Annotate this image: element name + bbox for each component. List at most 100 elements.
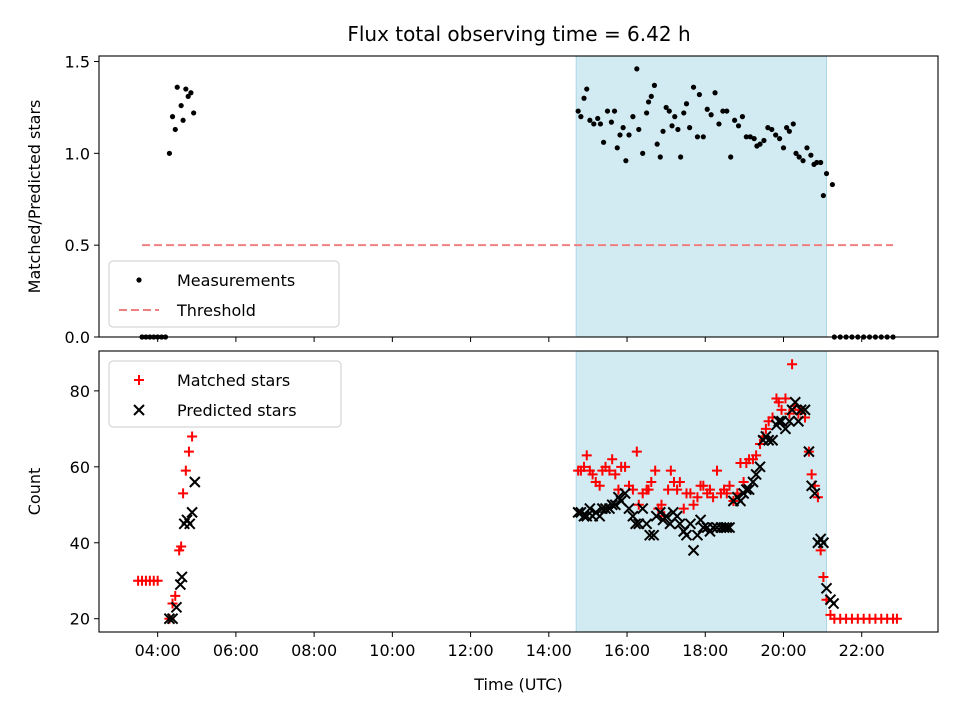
data-point [607, 454, 618, 465]
data-point [692, 492, 703, 503]
legend-label: Threshold [176, 301, 256, 320]
data-point [720, 108, 726, 114]
data-point [578, 510, 590, 522]
data-point [820, 582, 833, 595]
data-point [623, 158, 629, 164]
legend-box [108, 260, 340, 328]
x-tick-label: 08:00 [291, 641, 337, 660]
data-point [176, 571, 188, 583]
x-tick-label: 20:00 [760, 641, 806, 660]
data-point [623, 502, 635, 515]
data-point [687, 125, 693, 131]
data-point [604, 465, 615, 476]
data-point [614, 145, 620, 151]
data-point [617, 132, 623, 138]
data-point [760, 423, 771, 434]
data-point [780, 145, 787, 151]
data-point [657, 154, 663, 160]
data-point [636, 126, 642, 133]
data-point [697, 521, 710, 534]
data-point [786, 404, 798, 416]
data-point [584, 86, 590, 92]
data-point [663, 484, 674, 495]
data-point [178, 102, 184, 109]
data-point [656, 499, 667, 510]
data-point [666, 108, 672, 114]
data-point [688, 499, 699, 510]
data-point [761, 137, 767, 144]
y-tick-label: 60 [70, 458, 90, 477]
data-point [572, 506, 584, 519]
data-point [687, 544, 700, 557]
data-point [600, 139, 607, 145]
legend-marker [136, 277, 142, 283]
data-point [762, 434, 775, 446]
data-point [891, 613, 902, 624]
legend-label: Matched stars [177, 371, 290, 390]
x-tick-label: 22:00 [839, 641, 885, 660]
data-point [675, 126, 681, 133]
data-point [609, 499, 622, 511]
data-point [629, 518, 642, 530]
data-point [681, 110, 687, 116]
data-point [626, 132, 632, 138]
data-point [817, 537, 830, 549]
data-point [809, 487, 821, 500]
data-point [769, 126, 775, 133]
data-point [712, 465, 723, 476]
data-point [780, 393, 791, 404]
data-point [806, 469, 817, 480]
data-point [640, 518, 653, 530]
data-point [721, 521, 733, 534]
data-point [724, 480, 735, 491]
data-point [805, 480, 818, 492]
data-point [674, 518, 686, 530]
data-point [187, 431, 198, 442]
y-tick-label: 0.5 [65, 236, 90, 255]
data-point [645, 99, 652, 105]
data-point [766, 434, 779, 446]
data-point [599, 502, 612, 515]
data-point [595, 115, 601, 122]
data-point [694, 134, 701, 140]
data-point [751, 136, 757, 142]
data-point [823, 170, 830, 177]
data-point [185, 93, 191, 100]
data-point [747, 134, 753, 140]
x-tick-label: 04:00 [135, 641, 181, 660]
data-point [180, 465, 191, 476]
data-point [704, 106, 710, 112]
data-point [792, 415, 805, 427]
data-point [708, 112, 714, 118]
legend-label: Measurements [177, 271, 295, 290]
data-point [654, 141, 660, 147]
data-point [735, 123, 742, 129]
data-point [174, 84, 180, 90]
data-point [708, 492, 719, 503]
data-point [790, 121, 796, 127]
y-tick-label: 20 [70, 610, 90, 629]
data-point [721, 488, 732, 499]
legend: Measurements Threshold [108, 260, 340, 328]
data-point [584, 502, 596, 515]
y-tick-label: 80 [70, 382, 90, 401]
x-tick-label: 12:00 [448, 641, 494, 660]
data-point [191, 110, 197, 116]
data-point [793, 150, 799, 156]
data-point [743, 483, 755, 496]
data-point [608, 119, 614, 125]
data-point [178, 488, 189, 499]
data-point [700, 134, 706, 140]
data-point [674, 477, 685, 488]
series-predicted-stars [163, 396, 840, 625]
data-point [620, 461, 631, 472]
data-point [814, 159, 820, 166]
x-tick-label: 18:00 [682, 641, 728, 660]
data-point [671, 510, 683, 522]
data-point [169, 114, 176, 120]
data-point [166, 613, 179, 625]
data-point [829, 181, 835, 188]
y-tick-label: 1.5 [65, 53, 90, 72]
data-point [827, 597, 840, 610]
